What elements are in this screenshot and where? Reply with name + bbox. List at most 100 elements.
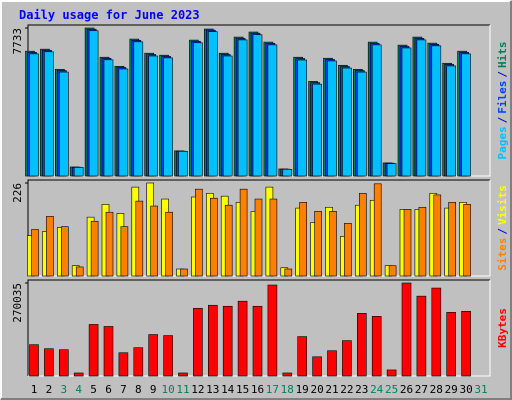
- chart-title: Daily usage for June 2023: [19, 8, 200, 22]
- bar: [58, 349, 69, 377]
- bar: [403, 209, 412, 277]
- legend-entry: Pages: [496, 126, 509, 159]
- bar: [329, 211, 337, 277]
- bar: [88, 30, 99, 177]
- bar: [208, 31, 218, 177]
- x-tick-label: 6: [105, 383, 112, 396]
- bar: [46, 216, 54, 277]
- bar: [58, 71, 69, 177]
- x-tick-label: 14: [221, 383, 235, 396]
- bar: [165, 211, 173, 277]
- bar: [31, 229, 39, 277]
- x-tick-label: 19: [296, 383, 309, 396]
- x-tick-label: 5: [90, 383, 97, 396]
- bar: [342, 67, 352, 177]
- bar: [431, 287, 442, 377]
- x-tick-label: 12: [191, 383, 204, 396]
- x-tick-label: 25: [385, 383, 398, 396]
- bar: [252, 305, 263, 377]
- bar: [103, 59, 114, 177]
- bar: [448, 202, 457, 277]
- bar: [282, 169, 293, 177]
- x-tick-label: 13: [206, 383, 219, 396]
- bar: [297, 59, 308, 177]
- bar: [327, 60, 337, 177]
- bar: [463, 204, 471, 277]
- bar: [105, 211, 114, 277]
- bar: [120, 226, 129, 277]
- x-tick-label: 3: [60, 383, 67, 396]
- bar: [163, 335, 173, 377]
- bar: [299, 202, 308, 277]
- x-tick-label: 11: [176, 383, 189, 396]
- bar: [73, 167, 84, 177]
- x-tick-label: 24: [370, 383, 384, 396]
- bar: [416, 39, 427, 177]
- bar: [29, 344, 39, 377]
- bar: [267, 284, 278, 377]
- x-tick-label: 16: [251, 383, 264, 396]
- bar: [344, 223, 352, 277]
- bar: [446, 65, 457, 177]
- x-tick-label: 20: [310, 383, 323, 396]
- bar: [284, 268, 293, 277]
- legend-entry: Visits: [496, 185, 509, 225]
- bar: [208, 304, 218, 377]
- bar: [148, 334, 158, 377]
- bar: [446, 312, 457, 377]
- x-tick-label: 28: [430, 383, 443, 396]
- bar: [29, 53, 39, 177]
- legend-entry: KBytes: [496, 308, 509, 348]
- bar: [90, 220, 99, 277]
- bar: [75, 266, 84, 277]
- bar: [135, 200, 144, 277]
- legend: KBytes: [496, 308, 509, 348]
- bar: [150, 205, 158, 277]
- bar: [327, 350, 337, 377]
- x-tick-label: 30: [459, 383, 472, 396]
- bar: [282, 372, 293, 377]
- bar: [60, 226, 69, 277]
- bar: [239, 188, 248, 277]
- bar: [431, 45, 442, 177]
- x-tick-label: 1: [31, 383, 38, 396]
- bar: [163, 57, 173, 177]
- x-tick-label: 27: [415, 383, 428, 396]
- bar: [195, 188, 203, 277]
- x-tick-label: 21: [325, 383, 338, 396]
- panel-frame-dark: [27, 279, 490, 376]
- legend: Sites / Visits: [496, 185, 509, 271]
- bar: [388, 265, 397, 277]
- x-tick-label: 7: [120, 383, 127, 396]
- bar: [193, 307, 203, 377]
- bar: [103, 326, 114, 377]
- legend-separator: /: [496, 71, 509, 78]
- x-tick-label: 10: [161, 383, 174, 396]
- bar: [418, 206, 427, 277]
- x-tick-label: 26: [400, 383, 413, 396]
- bar: [433, 194, 442, 277]
- bar: [371, 44, 382, 177]
- bar: [401, 282, 412, 377]
- bar: [237, 39, 248, 177]
- x-tick-label: 8: [135, 383, 142, 396]
- bar: [193, 42, 203, 177]
- bar: [312, 356, 322, 377]
- bar: [342, 340, 352, 377]
- bar: [178, 372, 188, 377]
- bar: [73, 372, 84, 377]
- bar: [148, 55, 158, 177]
- bar: [356, 313, 367, 377]
- y-tick-label: 270035: [11, 283, 24, 323]
- bar: [297, 336, 308, 377]
- bar: [237, 300, 248, 377]
- bar: [254, 198, 263, 277]
- legend-entry: Hits: [496, 42, 509, 69]
- bar: [312, 83, 322, 177]
- bar: [133, 41, 144, 177]
- bar: [180, 268, 188, 277]
- x-tick-label: 18: [281, 383, 294, 396]
